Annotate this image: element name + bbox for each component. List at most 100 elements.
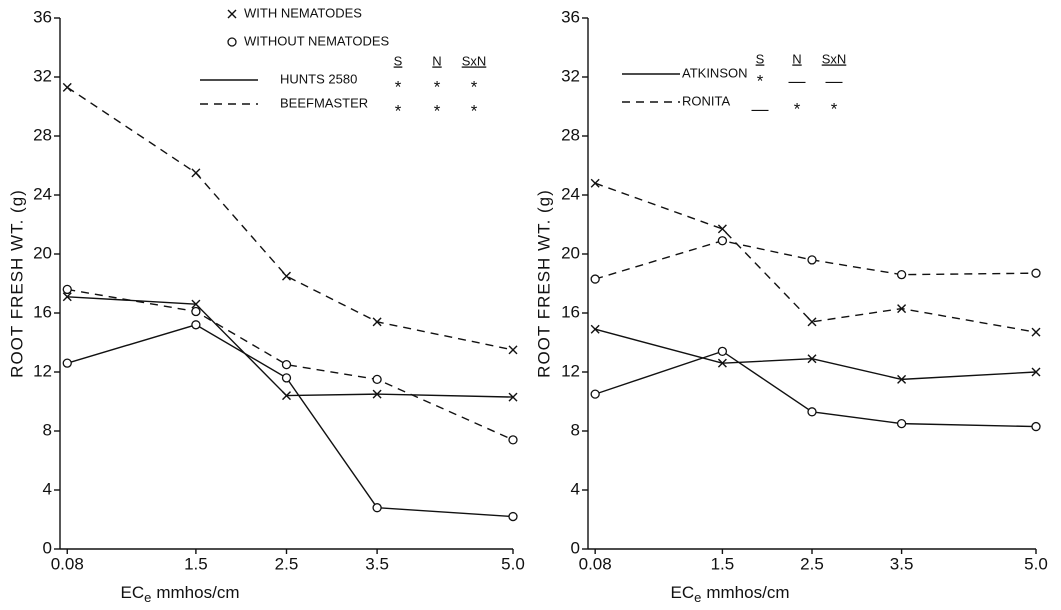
x-marker-stroke xyxy=(62,292,72,302)
x-marker-stroke xyxy=(897,374,907,384)
x-tick-label: 2.5 xyxy=(275,554,299,573)
o-marker xyxy=(807,255,817,265)
y-tick-label: 36 xyxy=(33,7,52,26)
significance-header: S xyxy=(394,53,403,68)
x-marker xyxy=(372,389,382,399)
panel: 0 4 8 12 16 20 24 28 32 36 0.08 1.5 2.5 3.5 5.0 ROOT FR… xyxy=(7,5,524,605)
series-line xyxy=(594,182,1037,333)
significance-header: S xyxy=(756,51,765,66)
y-tick-label: 0 xyxy=(43,538,52,557)
x-marker xyxy=(508,392,518,402)
x-marker xyxy=(191,299,201,309)
x-marker xyxy=(1031,327,1041,337)
o-marker xyxy=(372,503,382,513)
x-axis-label-part: e xyxy=(694,590,701,605)
x-marker-stroke xyxy=(191,299,201,309)
significance-mark: * xyxy=(395,101,402,120)
x-marker-stroke xyxy=(62,82,72,92)
y-tick-label: 12 xyxy=(33,361,52,380)
x-marker xyxy=(717,224,727,234)
y-tick-label: 8 xyxy=(43,420,52,439)
x-marker xyxy=(590,178,600,188)
x-axis-label: ECe mmhos/cm xyxy=(671,583,790,605)
x-marker-stroke xyxy=(717,358,727,368)
y-tick-label: 24 xyxy=(561,184,580,203)
significance-mark: * xyxy=(794,99,801,118)
y-tick-label: 16 xyxy=(33,302,52,321)
x-tick-label: 3.5 xyxy=(890,554,914,573)
significance-mark: — xyxy=(789,71,806,90)
x-marker xyxy=(62,82,72,92)
x-axis-label-part: EC xyxy=(671,583,695,602)
x-tick-label: 5.0 xyxy=(501,554,525,573)
x-axis-label-part: e xyxy=(144,590,151,605)
x-marker-stroke xyxy=(227,9,237,19)
y-tick-label: 20 xyxy=(33,243,52,262)
o-marker xyxy=(372,374,382,385)
x-marker-stroke xyxy=(191,168,201,178)
o-marker xyxy=(1031,268,1041,278)
y-tick-label: 8 xyxy=(571,420,580,439)
significance-header: SxN xyxy=(822,51,847,66)
x-marker-stroke xyxy=(897,304,907,314)
x-marker-stroke xyxy=(717,224,727,234)
x-marker xyxy=(717,358,727,368)
y-tick-label: 0 xyxy=(571,538,580,557)
x-marker xyxy=(372,317,382,327)
x-tick-label: 1.5 xyxy=(711,554,735,573)
x-tick-label: 5.0 xyxy=(1024,554,1048,573)
y-tick-label: 4 xyxy=(43,479,52,498)
x-marker xyxy=(508,345,518,355)
x-marker-stroke xyxy=(372,317,382,327)
o-marker xyxy=(281,359,292,370)
y-tick-label: 4 xyxy=(571,479,580,498)
legend-label: HUNTS 2580 xyxy=(280,71,357,86)
y-axis-label: ROOT FRESH WT. (g) xyxy=(534,189,553,378)
o-marker xyxy=(62,284,72,295)
legend-label: ATKINSON xyxy=(682,65,748,80)
x-marker xyxy=(897,374,907,384)
x-marker xyxy=(897,304,907,314)
o-marker xyxy=(590,389,600,399)
x-marker-stroke xyxy=(1031,327,1041,337)
o-marker xyxy=(191,320,201,330)
significance-mark: * xyxy=(395,77,402,96)
x-marker xyxy=(1031,367,1041,377)
x-marker xyxy=(191,168,201,178)
significance-header: N xyxy=(792,51,801,66)
x-marker xyxy=(282,391,291,401)
x-axis-label-part: mmhos/cm xyxy=(706,583,789,602)
y-tick-label: 32 xyxy=(33,66,52,85)
x-marker xyxy=(282,271,291,281)
o-marker xyxy=(508,435,518,445)
series-line xyxy=(67,324,514,518)
o-marker xyxy=(62,358,72,368)
x-marker-stroke xyxy=(508,345,518,355)
x-marker xyxy=(807,317,817,327)
o-marker xyxy=(227,37,237,47)
significance-mark: — xyxy=(826,71,843,90)
y-tick-label: 32 xyxy=(561,66,580,85)
series-line xyxy=(66,86,514,351)
significance-mark: * xyxy=(831,99,838,118)
x-marker xyxy=(227,9,237,19)
x-axis-label-part: mmhos/cm xyxy=(156,583,239,602)
significance-mark: * xyxy=(434,77,441,96)
x-marker-stroke xyxy=(372,389,382,399)
o-marker xyxy=(191,306,201,317)
significance-header: N xyxy=(432,53,441,68)
significance-mark: * xyxy=(471,101,478,120)
series-line xyxy=(67,288,514,441)
o-marker xyxy=(896,418,907,429)
legend-label: BEEFMASTER xyxy=(280,95,368,110)
x-marker-stroke xyxy=(590,324,600,334)
significance-mark: * xyxy=(434,101,441,120)
x-tick-label: 2.5 xyxy=(800,554,824,573)
x-marker xyxy=(62,292,72,302)
x-marker-stroke xyxy=(1031,367,1041,377)
o-marker xyxy=(896,269,907,280)
o-marker xyxy=(281,373,292,383)
o-marker xyxy=(508,511,518,522)
o-marker xyxy=(590,274,600,284)
